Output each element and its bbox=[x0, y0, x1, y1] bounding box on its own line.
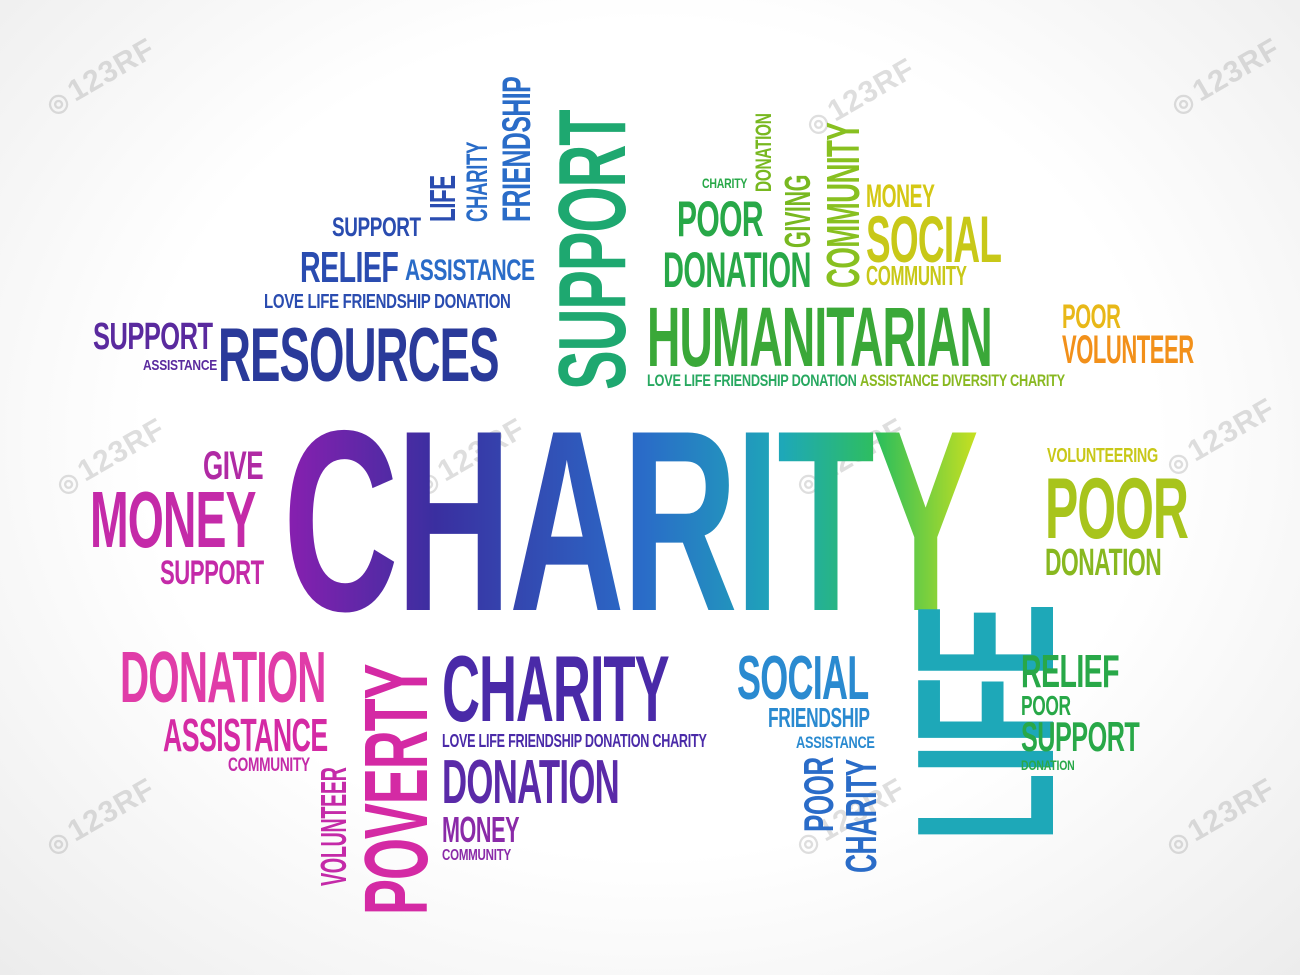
word-resources: RESOURCES bbox=[218, 313, 500, 398]
word-support-vertical: SUPPORT bbox=[539, 110, 646, 391]
word-donation-green-tiny: DONATION bbox=[1021, 757, 1075, 773]
word-giving-vertical: GIVING bbox=[777, 174, 818, 248]
word-give: GIVE bbox=[203, 444, 264, 488]
watermark-9: ◎123RF bbox=[1162, 772, 1281, 861]
word-support-green: SUPPORT bbox=[1021, 713, 1140, 760]
word-life-vertical-small: LIFE bbox=[422, 175, 463, 222]
word-social-blue: SOCIAL bbox=[737, 644, 869, 713]
word-donation-pink: DONATION bbox=[120, 638, 326, 718]
word-charity-purple: CHARITY bbox=[442, 636, 670, 741]
hero-charity: CHARITY bbox=[283, 376, 979, 665]
word-love-life-mid: LOVE LIFE FRIENDSHIP DONATION bbox=[647, 371, 857, 390]
word-support-small: SUPPORT bbox=[332, 212, 421, 242]
word-money-pink: MONEY bbox=[90, 475, 256, 564]
word-volunteer-orange: VOLUNTEER bbox=[1062, 328, 1194, 372]
word-assistance-mid: ASSISTANCE bbox=[405, 254, 535, 287]
word-assistance-tiny: ASSISTANCE bbox=[143, 357, 218, 374]
word-donation-purple: DONATION bbox=[442, 748, 620, 817]
word-poor-lime: POOR bbox=[1045, 461, 1189, 557]
word-donation-green: DONATION bbox=[663, 242, 811, 298]
word-donation-tiny-vertical: DONATION bbox=[751, 113, 776, 192]
word-love-life-bottom: LOVE LIFE FRIENDSHIP DONATION CHARITY bbox=[442, 731, 707, 751]
word-relief: RELIEF bbox=[300, 243, 399, 292]
word-community-vertical: COMMUNITY bbox=[817, 122, 869, 289]
word-support-pink: SUPPORT bbox=[160, 554, 264, 592]
word-humanitarian: HUMANITARIAN bbox=[647, 290, 993, 384]
word-community-pink: COMMUNITY bbox=[228, 755, 310, 776]
word-relief-green: RELIEF bbox=[1021, 645, 1120, 697]
word-poor-green-small: POOR bbox=[1021, 690, 1071, 721]
watermark-2: ◎123RF bbox=[1167, 32, 1286, 121]
word-poor-orange: POOR bbox=[1062, 298, 1121, 336]
word-assistance-diversity: ASSISTANCE DIVERSITY CHARITY bbox=[860, 371, 1065, 390]
word-charity-tiny: CHARITY bbox=[702, 175, 748, 191]
word-community-yellow: COMMUNITY bbox=[866, 260, 967, 291]
word-assistance-blue: ASSISTANCE bbox=[796, 733, 875, 752]
word-assistance-pink: ASSISTANCE bbox=[163, 709, 328, 761]
word-poor-vertical-blue: POOR bbox=[795, 757, 842, 832]
word-community-purple: COMMUNITY bbox=[442, 847, 511, 864]
word-money-yellow: MONEY bbox=[866, 178, 935, 214]
watermark-1: ◎123RF bbox=[42, 32, 161, 121]
watermark-7: ◎123RF bbox=[42, 772, 161, 861]
word-love-life-top: LOVE LIFE FRIENDSHIP DONATION bbox=[264, 291, 511, 313]
word-donation-lime: DONATION bbox=[1045, 542, 1162, 584]
word-poor-green: POOR bbox=[677, 191, 764, 247]
word-money-purple: MONEY bbox=[442, 809, 520, 850]
word-friendship-vertical: FRIENDSHIP bbox=[495, 76, 539, 222]
word-friendship-blue: FRIENDSHIP bbox=[768, 702, 870, 733]
word-social-yellow: SOCIAL bbox=[866, 202, 1002, 276]
word-support-purple: SUPPORT bbox=[93, 316, 213, 358]
word-charity-vertical-small: CHARITY bbox=[461, 141, 494, 222]
word-poverty-vertical: POVERTY bbox=[347, 664, 447, 916]
word-volunteering: VOLUNTEERING bbox=[1047, 445, 1158, 467]
